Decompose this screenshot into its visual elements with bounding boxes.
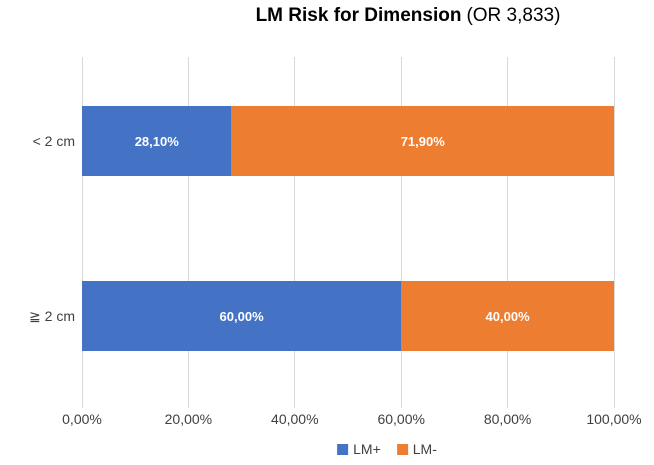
- chart-title-main: LM Risk for Dimension: [255, 5, 462, 26]
- gridline: [507, 57, 509, 408]
- legend-label: LM+: [353, 441, 381, 457]
- gridline: [613, 57, 615, 408]
- gridline: [294, 57, 296, 408]
- data-label: 40,00%: [485, 308, 530, 324]
- bar-segment-lm-: 71,90%: [231, 106, 614, 176]
- category-label: < 2 cm: [32, 133, 75, 149]
- category-label: ≧ 2 cm: [29, 308, 75, 324]
- data-label: 28,10%: [134, 133, 179, 149]
- legend-swatch-icon: [337, 444, 349, 455]
- data-label: 71,90%: [400, 133, 445, 149]
- legend: LM+ LM-: [337, 441, 437, 457]
- x-axis-tick-label: 0,00%: [62, 411, 102, 427]
- legend-label: LM-: [412, 441, 437, 457]
- chart-title: LM Risk for Dimension (OR 3,833): [256, 4, 561, 28]
- legend-item-lm+: LM+: [337, 441, 381, 457]
- bar-segment-lm+: 28,10%: [82, 106, 232, 176]
- gridline: [81, 57, 83, 408]
- x-axis-tick-label: 20,00%: [164, 411, 213, 427]
- x-axis-tick-label: 80,00%: [483, 411, 532, 427]
- data-label: 60,00%: [219, 308, 264, 324]
- bar-row: 60,00% 40,00%: [82, 281, 614, 351]
- bar-segment-lm+: 60,00%: [82, 281, 402, 351]
- bar-segment-lm-: 40,00%: [401, 281, 614, 351]
- plot-area: 28,10% 71,90% 60,00% 40,00%: [81, 57, 615, 408]
- x-axis-tick-label: 40,00%: [271, 411, 319, 427]
- gridline: [400, 57, 402, 408]
- legend-item-lm-: LM-: [396, 441, 437, 457]
- gridline: [187, 57, 189, 408]
- bar-row: 28,10% 71,90%: [82, 106, 614, 176]
- x-axis-tick-label: 100,00%: [586, 411, 642, 427]
- chart-title-or-value: (OR 3,833): [466, 5, 561, 26]
- legend-swatch-icon: [396, 444, 408, 455]
- x-axis-tick-label: 60,00%: [377, 411, 425, 427]
